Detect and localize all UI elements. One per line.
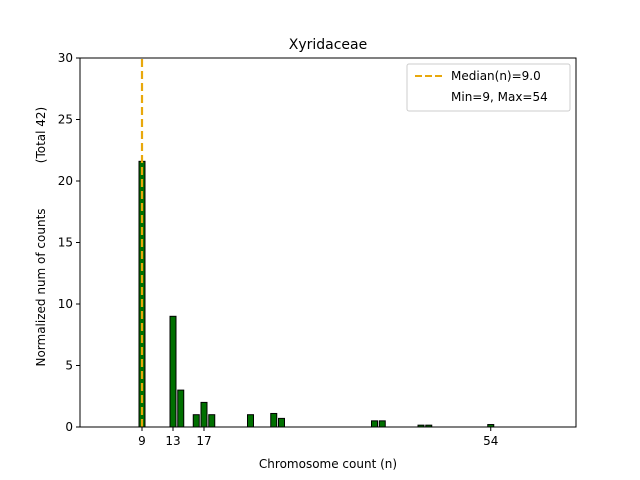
x-tick-label-13: 13 <box>165 434 180 448</box>
histogram-bar-26-7 <box>270 412 278 428</box>
y-tick-label-20: 20 <box>58 174 73 188</box>
histogram-bar-17-4 <box>200 401 208 428</box>
histogram-bar-23-6 <box>247 414 254 428</box>
y-tick-label-15: 15 <box>58 236 73 250</box>
y-tick-label-30: 30 <box>58 51 73 65</box>
y-axis-total-label: (Total 42) <box>34 107 48 163</box>
histogram-bar-39-9 <box>371 420 378 428</box>
y-axis-ticks: 0 5 10 15 20 25 30 <box>58 51 80 434</box>
x-axis-label: Chromosome count (n) <box>259 457 397 471</box>
histogram-bar-18-5 <box>208 414 216 428</box>
histogram-bar-14-2 <box>177 389 185 428</box>
chart-title: Xyridaceae <box>289 37 368 53</box>
x-tick-label-17: 17 <box>196 434 211 448</box>
histogram-bar-13-1 <box>169 315 177 428</box>
y-tick-label-25: 25 <box>58 113 73 127</box>
legend: Median(n)=9.0 Min=9, Max=54 <box>406 63 571 112</box>
legend-box <box>406 63 571 112</box>
x-tick-label-54: 54 <box>483 434 498 448</box>
y-tick-label-0: 0 <box>65 420 73 434</box>
y-axis-label: Normalized num of counts <box>34 208 48 366</box>
y-tick-label-5: 5 <box>65 359 73 373</box>
histogram-bar-27-8 <box>278 417 285 428</box>
x-tick-label-9: 9 <box>138 434 146 448</box>
legend-entry-minmax: Min=9, Max=54 <box>451 90 548 104</box>
histogram-bar-16-3 <box>192 414 200 428</box>
histogram-bar-40-10 <box>378 420 386 428</box>
legend-entry-median: Median(n)=9.0 <box>451 69 541 83</box>
x-axis-ticks: 9 13 17 54 <box>138 427 498 448</box>
y-tick-label-10: 10 <box>58 297 73 311</box>
